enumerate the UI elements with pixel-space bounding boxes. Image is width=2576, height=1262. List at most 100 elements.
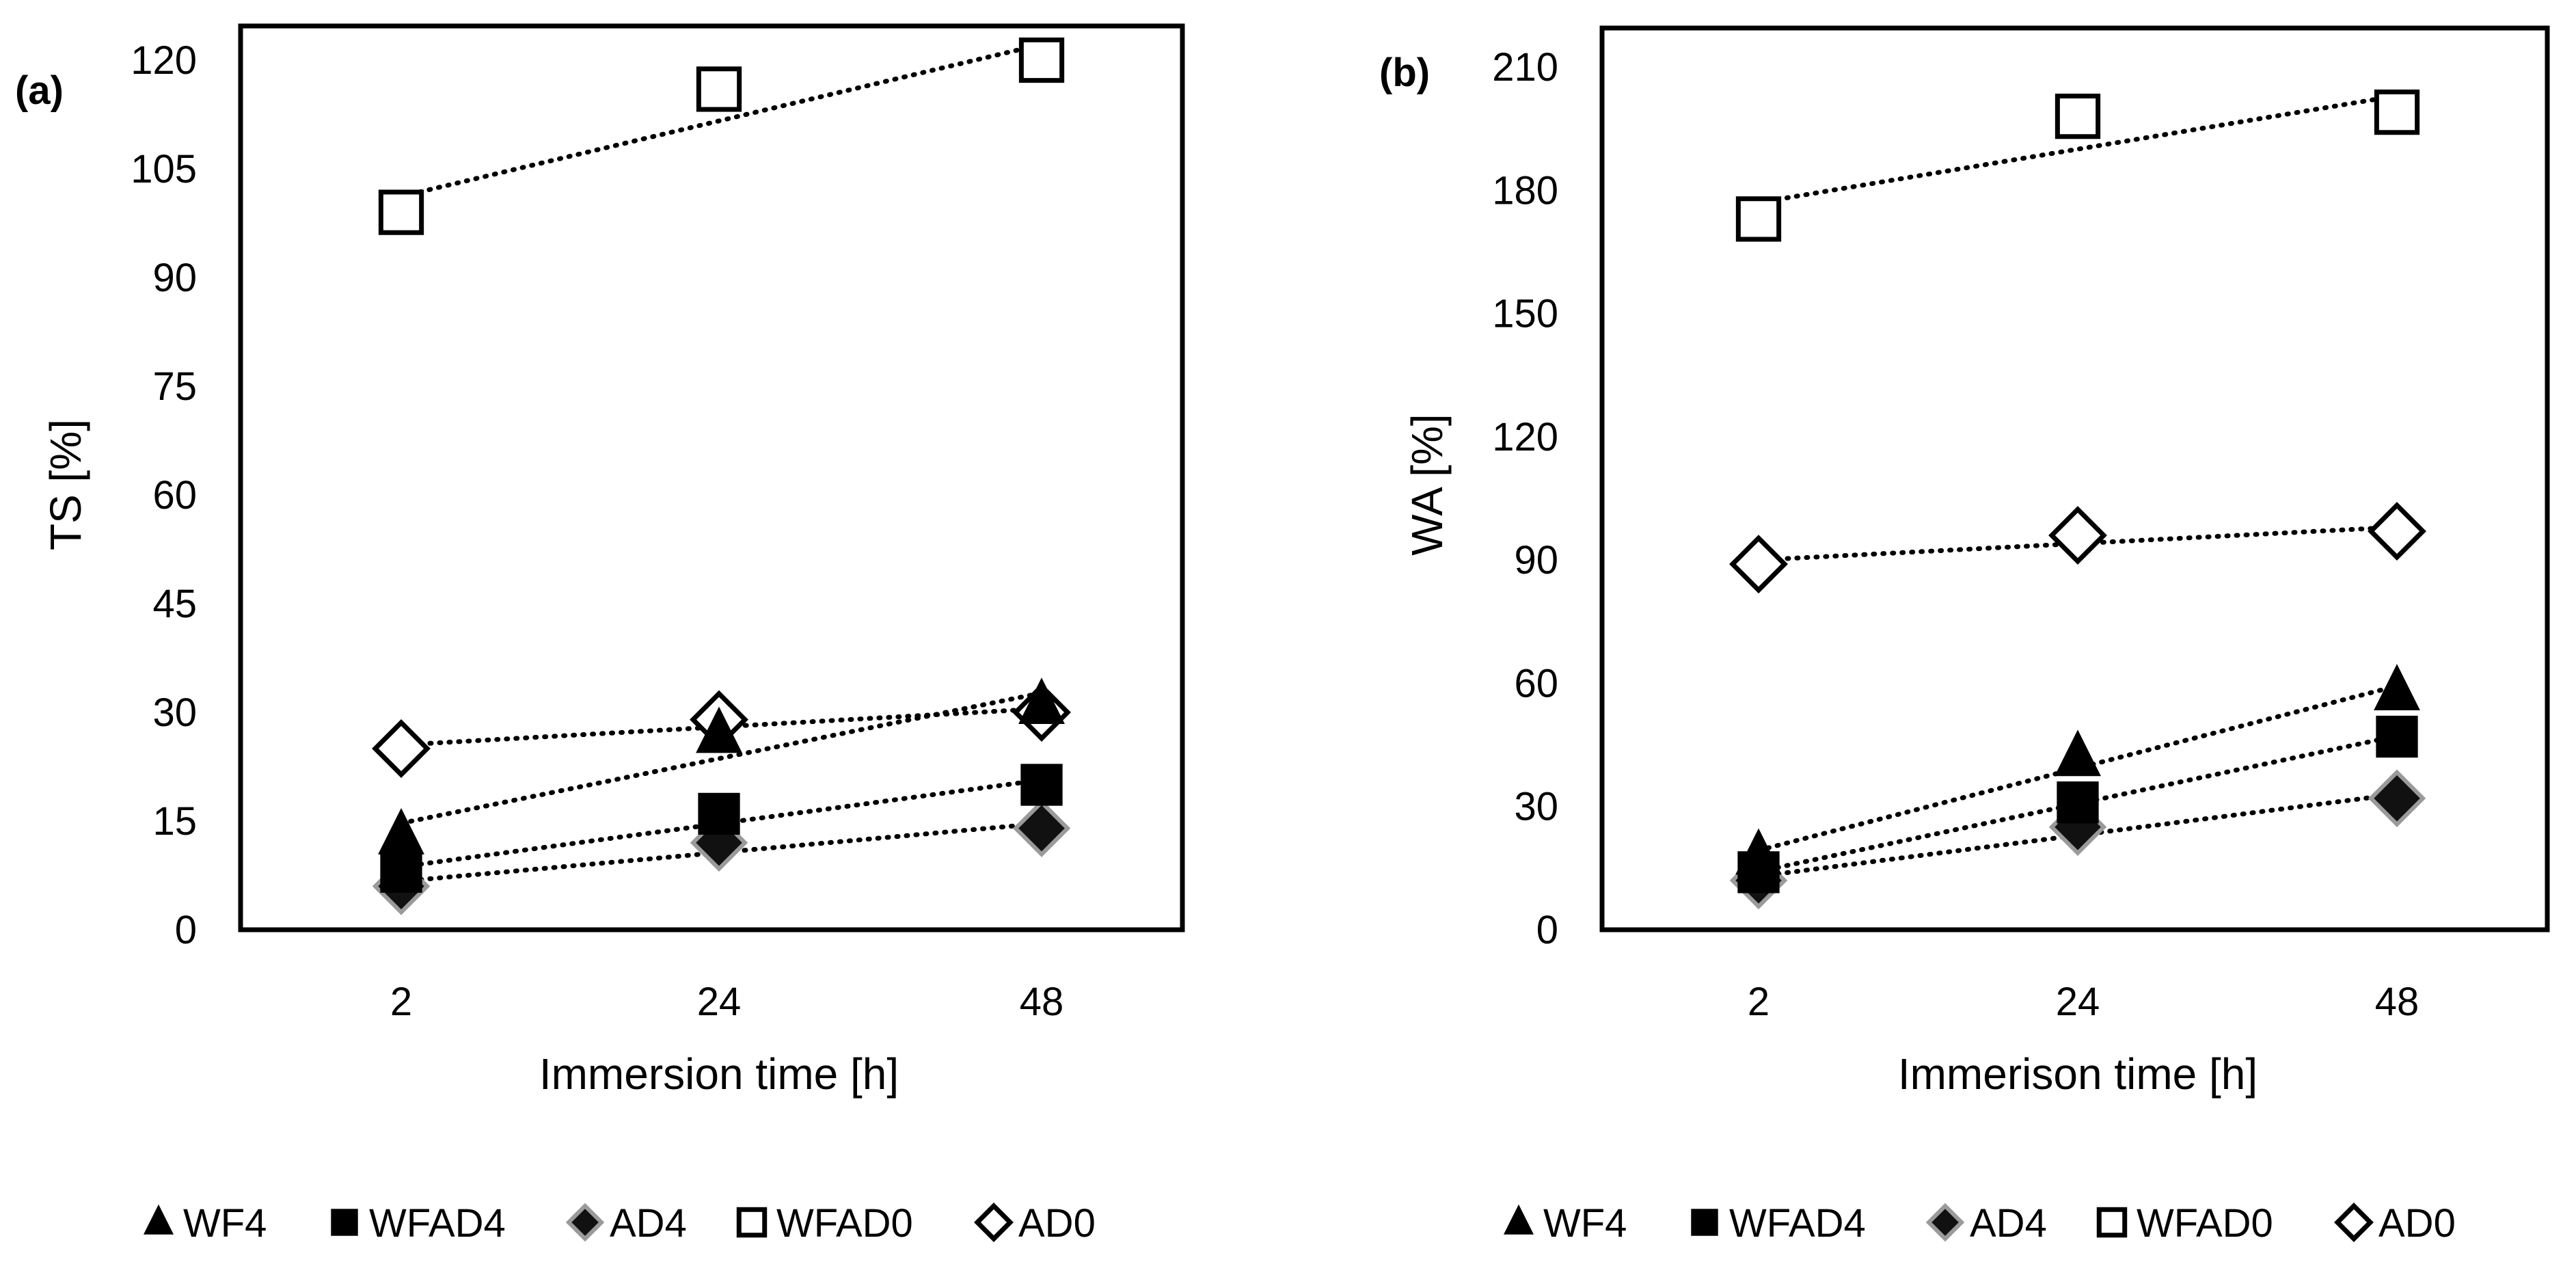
y-tick-label-b: 120 [1492, 415, 1558, 459]
panel-label-a: (a) [15, 68, 64, 113]
legend-label-ad0: AD0 [2378, 1201, 2456, 1246]
data-point-ad4 [2368, 769, 2426, 827]
x-axis-title-b: Immerison time [h] [1898, 1049, 2258, 1099]
x-tick-label-b: 48 [2375, 980, 2419, 1024]
legend-item-wfad4: WFAD4 [331, 1201, 506, 1246]
y-tick-label-a: 15 [152, 799, 197, 844]
y-tick-label-a: 105 [131, 147, 197, 191]
y-tick-label-b: 90 [1514, 538, 1558, 582]
legend-label-ad4: AD4 [610, 1201, 687, 1246]
data-point-ad0 [1729, 535, 1788, 594]
x-tick-label-a: 24 [697, 980, 742, 1024]
trendline-wfad0 [398, 42, 1044, 199]
data-point-wf4 [2055, 729, 2101, 777]
legend-item-wfad4: WFAD4 [1691, 1201, 1866, 1246]
y-tick-label-a: 60 [152, 473, 197, 518]
y-tick-label-b: 210 [1492, 45, 1558, 90]
data-point-ad0 [372, 719, 431, 778]
legend-marker-wfad4 [331, 1209, 358, 1236]
data-point-wfad4 [2057, 781, 2099, 824]
legend-item-wfad0: WFAD0 [736, 1201, 913, 1246]
y-tick-label-a: 30 [152, 690, 197, 735]
legend-label-ad0: AD0 [1018, 1201, 1096, 1246]
x-axis-title-a: Immersion time [h] [539, 1049, 899, 1099]
legend-marker-wf4 [143, 1204, 174, 1235]
trendline-wfad0 [1756, 93, 2400, 205]
data-point-wf4 [2374, 664, 2420, 711]
legend-label-wf4: WF4 [183, 1201, 267, 1246]
data-point-ad0 [2368, 502, 2426, 561]
trendline-ad4 [398, 820, 1044, 884]
data-point-wfad4 [2376, 715, 2418, 758]
trendline-ad0 [398, 706, 1044, 748]
legend-marker-ad4 [565, 1203, 605, 1242]
x-tick-label-b: 24 [2056, 980, 2100, 1024]
data-point-wfad4 [380, 850, 422, 893]
legend-marker-wfad4 [1691, 1209, 1718, 1236]
data-point-ad4 [1012, 799, 1071, 857]
data-point-wfad0 [2374, 89, 2420, 135]
data-point-wf4 [1735, 828, 1782, 875]
legend-item-wf4: WF4 [1503, 1201, 1627, 1246]
y-tick-label-a: 75 [152, 364, 197, 409]
y-tick-label-b: 30 [1514, 785, 1558, 829]
trendline-ad0 [1756, 524, 2400, 563]
data-point-wfad0 [1735, 196, 1782, 242]
legend-marker-ad0 [974, 1203, 1014, 1242]
legend-label-wfad0: WFAD0 [2137, 1201, 2273, 1246]
y-tick-label-a: 45 [152, 582, 197, 626]
data-point-wf4 [696, 706, 742, 753]
x-tick-labels-a: 2 24 48 [390, 980, 1063, 1024]
data-point-wfad4 [1020, 764, 1063, 806]
legend-label-wfad4: WFAD4 [1729, 1201, 1866, 1246]
legend-b: WF4 WFAD4 AD4 WFAD0 AD0 [1503, 1201, 2456, 1246]
legend-item-ad4: AD4 [565, 1201, 687, 1246]
chart-panel-a: (a) 0 15 30 45 60 75 90 105 120 2 24 48 TS [%] Imm… [15, 23, 1185, 1246]
legend-marker-ad4 [1925, 1203, 1965, 1242]
y-tick-labels-b: 0 30 60 90 120 150 180 210 [1492, 45, 1558, 952]
x-tick-label-b: 2 [1748, 980, 1770, 1024]
data-point-ad0 [2048, 506, 2107, 565]
legend-label-wfad4: WFAD4 [369, 1201, 506, 1246]
data-point-wfad0 [378, 189, 424, 235]
data-point-wfad0 [2055, 93, 2101, 139]
y-tick-label-b: 180 [1492, 168, 1558, 213]
x-tick-labels-b: 2 24 48 [1748, 980, 2419, 1024]
markers-a [372, 37, 1071, 915]
trendlines-a [398, 42, 1044, 884]
legend-item-wfad0: WFAD0 [2096, 1201, 2273, 1246]
legend-label-wf4: WF4 [1543, 1201, 1627, 1246]
y-tick-label-a: 0 [175, 908, 197, 952]
y-axis-title-a: TS [%] [41, 419, 90, 550]
legend-marker-ad0 [2334, 1203, 2374, 1242]
legend-marker-wfad0 [736, 1207, 768, 1238]
legend-item-ad0: AD0 [974, 1201, 1096, 1246]
legend-label-ad4: AD4 [1970, 1201, 2047, 1246]
markers-b [1729, 89, 2426, 910]
legend-a: WF4 WFAD4 AD4 WFAD0 AD0 [143, 1201, 1096, 1246]
plot-frame-b [1599, 25, 2550, 932]
y-tick-label-a: 90 [152, 256, 197, 300]
plot-frame-a [238, 23, 1185, 932]
y-tick-label-b: 0 [1536, 908, 1558, 952]
panel-label-b: (b) [1379, 51, 1430, 95]
x-tick-label-a: 2 [390, 980, 412, 1024]
legend-marker-wfad0 [2096, 1207, 2128, 1238]
trendline-ad4 [1756, 792, 2400, 879]
y-tick-label-b: 150 [1492, 292, 1558, 336]
legend-marker-wf4 [1503, 1204, 1534, 1235]
data-point-wfad4 [698, 792, 740, 835]
x-tick-label-a: 48 [1020, 980, 1064, 1024]
data-point-wf4 [378, 807, 424, 855]
data-point-wfad0 [696, 66, 742, 112]
legend-item-ad0: AD0 [2334, 1201, 2456, 1246]
chart-panel-b: (b) 0 30 60 90 120 150 180 210 2 24 48 WA [%] Imm… [1379, 25, 2550, 1246]
y-tick-labels-a: 0 15 30 45 60 75 90 105 120 [131, 38, 197, 952]
legend-item-ad4: AD4 [1925, 1201, 2047, 1246]
y-tick-label-b: 60 [1514, 661, 1558, 706]
data-point-wfad0 [1018, 37, 1065, 83]
y-tick-label-a: 120 [131, 38, 197, 83]
legend-label-wfad0: WFAD0 [776, 1201, 913, 1246]
data-point-wf4 [1018, 677, 1065, 724]
